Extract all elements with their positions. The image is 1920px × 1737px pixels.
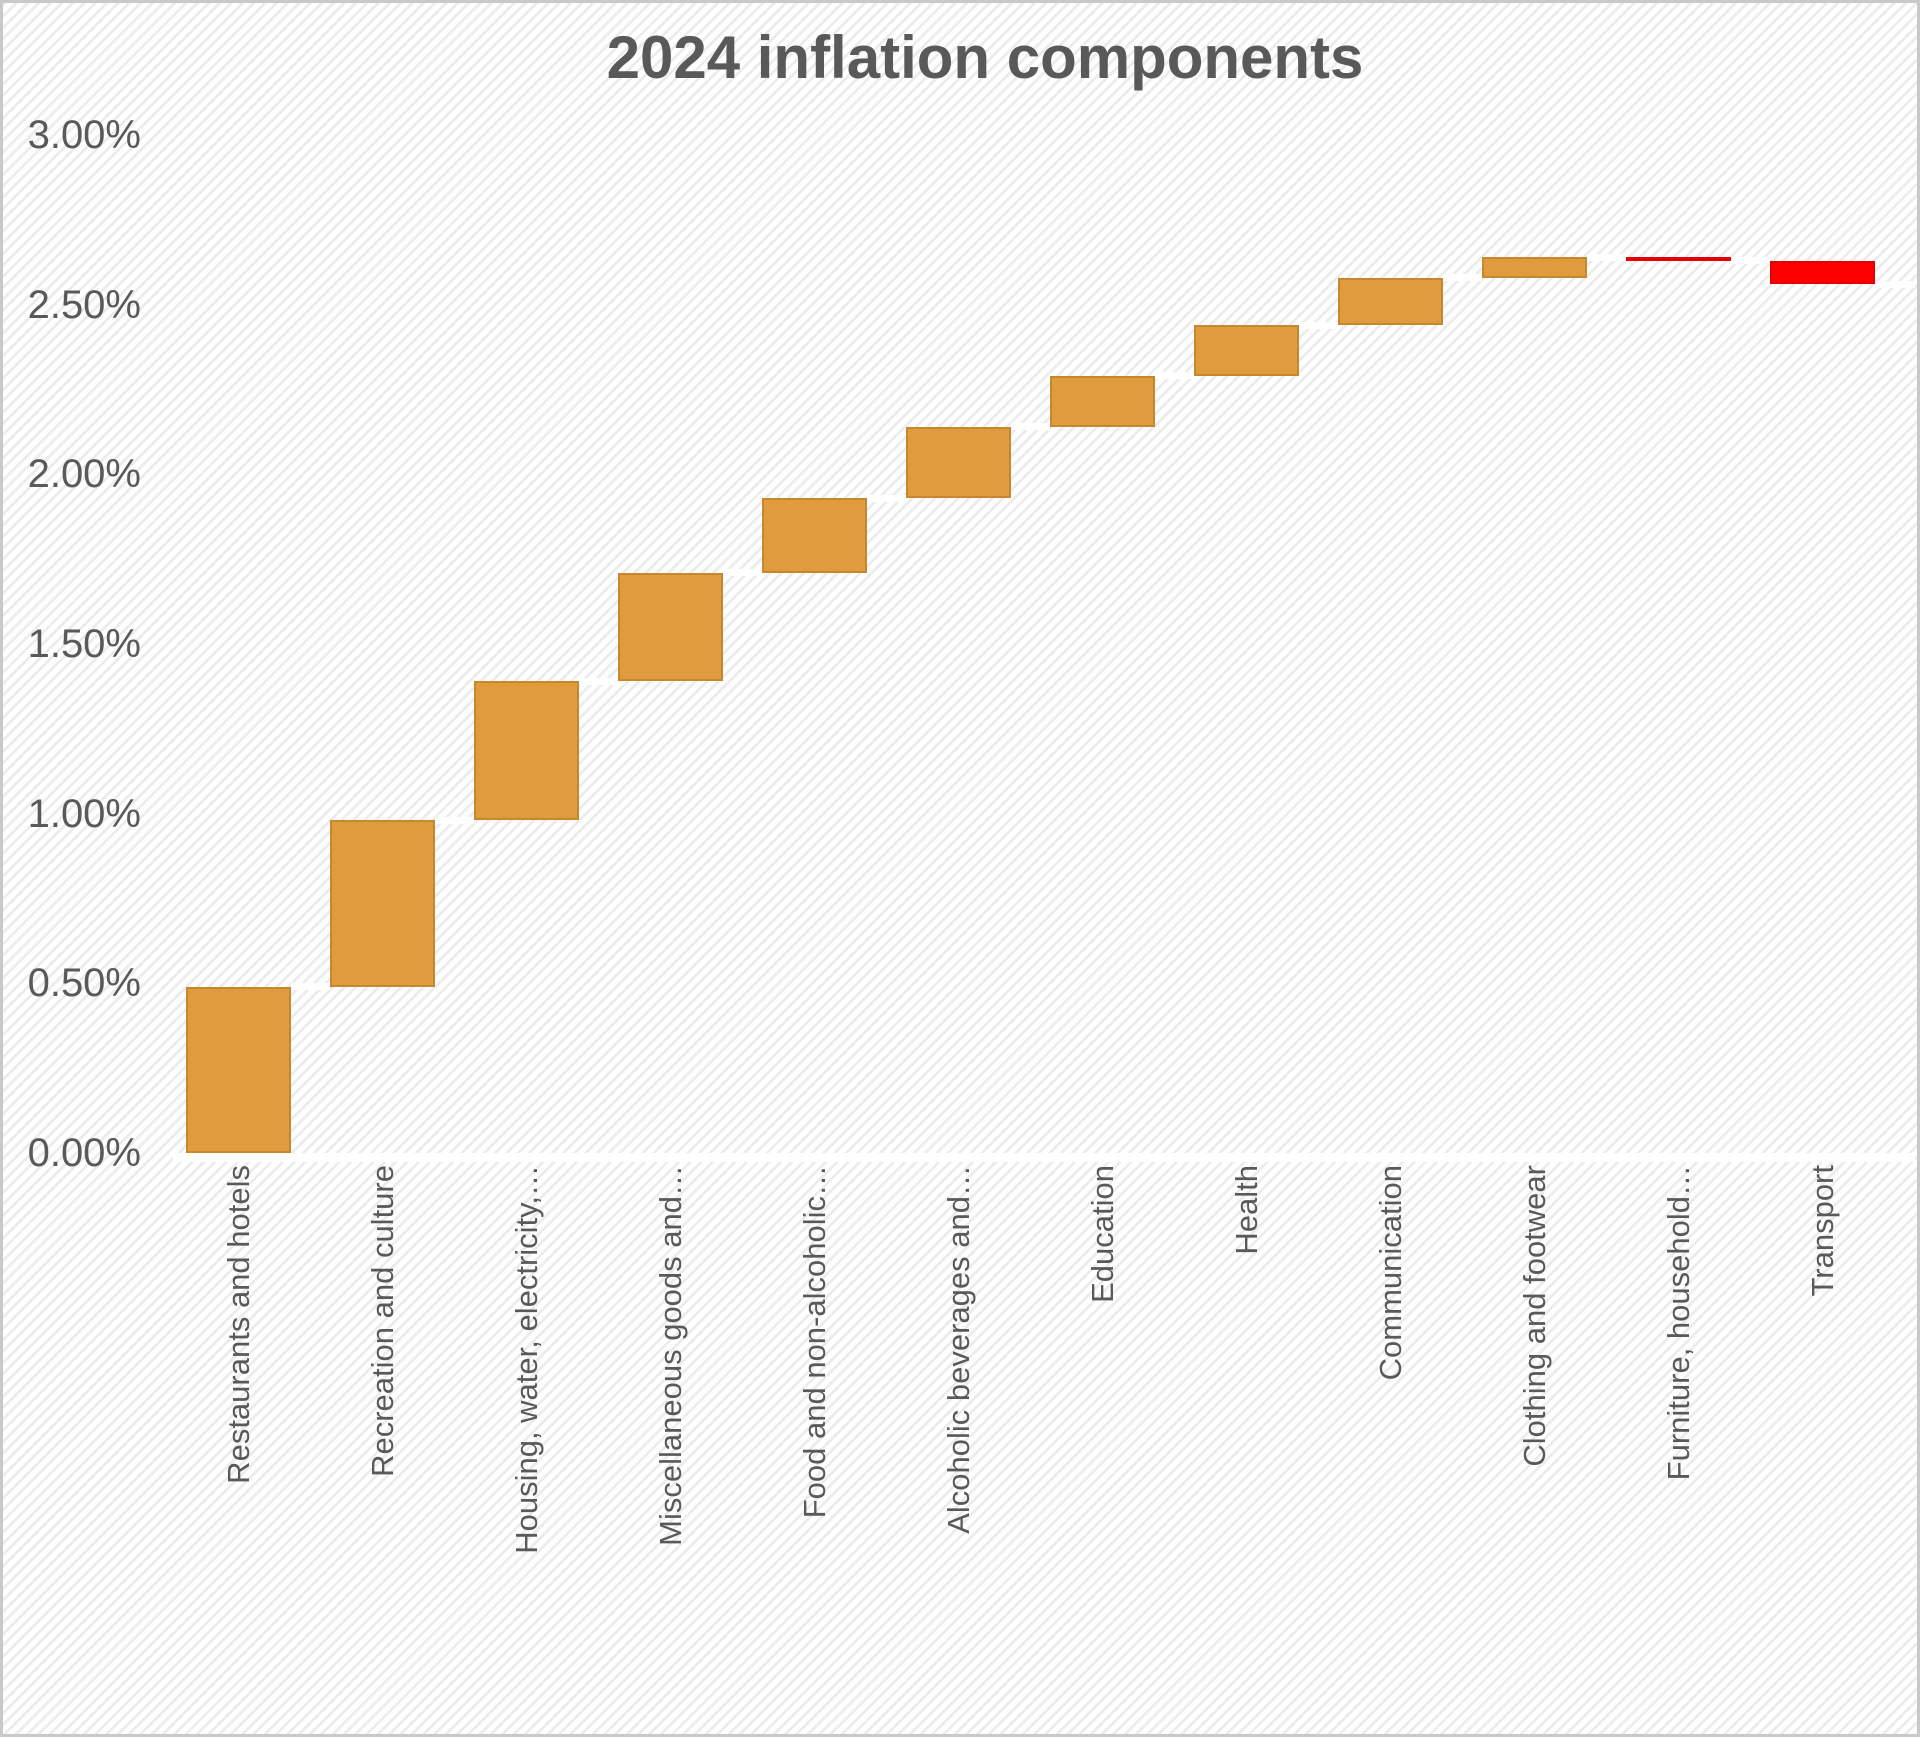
- y-tick-label-2-50: 2.50%: [27, 282, 141, 327]
- bar-alcoholic-beverages-and: [906, 426, 1011, 499]
- y-tick-label-3-00: 3.00%: [27, 113, 141, 157]
- connector-after-transport: [1875, 280, 1915, 288]
- connector-after-restaurants-and-hotels: [291, 983, 330, 991]
- bar-miscellaneous-goods-and: [618, 572, 723, 682]
- x-label-furniture-household: Furniture, household…: [1660, 1165, 1696, 1481]
- bar-furniture-household: [1626, 257, 1731, 261]
- bar-education: [1050, 375, 1155, 427]
- connector-after-alcoholic-beverages-and: [1011, 423, 1050, 431]
- chart-title: 2024 inflation components: [606, 24, 1364, 91]
- connector-after-clothing-and-footwear: [1587, 253, 1626, 261]
- bar-restaurants-and-hotels: [186, 986, 291, 1153]
- connector-after-health: [1299, 321, 1338, 329]
- bar-health: [1194, 325, 1299, 376]
- category-axis-line: [173, 1153, 1915, 1162]
- bar-recreation-and-culture: [330, 820, 435, 987]
- connector-after-recreation-and-culture: [435, 816, 474, 824]
- connector-after-housing-water-electricity: [579, 677, 618, 685]
- x-label-restaurants-and-hotels: Restaurants and hotels: [220, 1165, 256, 1484]
- y-tick-label-2-00: 2.00%: [27, 452, 141, 497]
- connector-after-food-and-non-alcoholic: [867, 494, 906, 502]
- bar-clothing-and-footwear: [1482, 257, 1587, 278]
- x-label-clothing-and-footwear: Clothing and footwear: [1516, 1165, 1552, 1467]
- y-tick-label-1-00: 1.00%: [27, 791, 141, 836]
- y-tick-label-0-00: 0.00%: [27, 1131, 141, 1175]
- x-label-food-and-non-alcoholic: Food and non-alcoholic…: [796, 1165, 832, 1519]
- x-label-communication: Communication: [1372, 1165, 1408, 1381]
- x-label-transport: Transport: [1804, 1165, 1840, 1297]
- bar-food-and-non-alcoholic: [762, 498, 867, 573]
- x-label-education: Education: [1084, 1165, 1120, 1303]
- bar-communication: [1338, 277, 1443, 326]
- x-label-alcoholic-beverages-and: Alcoholic beverages and…: [940, 1165, 976, 1534]
- connector-after-communication: [1443, 274, 1482, 282]
- x-label-miscellaneous-goods-and: Miscellaneous goods and…: [652, 1165, 688, 1546]
- connector-after-miscellaneous-goods-and: [723, 569, 762, 577]
- y-tick-label-0-50: 0.50%: [27, 961, 141, 1006]
- connector-after-education: [1155, 372, 1194, 380]
- x-label-housing-water-electricity: Housing, water, electricity,…: [508, 1165, 544, 1554]
- connector-after-furniture-household: [1731, 257, 1770, 265]
- bar-housing-water-electricity: [474, 681, 579, 821]
- x-label-health: Health: [1228, 1165, 1264, 1255]
- bar-transport: [1770, 260, 1875, 285]
- x-label-recreation-and-culture: Recreation and culture: [364, 1165, 400, 1477]
- y-tick-label-1-50: 1.50%: [27, 622, 141, 666]
